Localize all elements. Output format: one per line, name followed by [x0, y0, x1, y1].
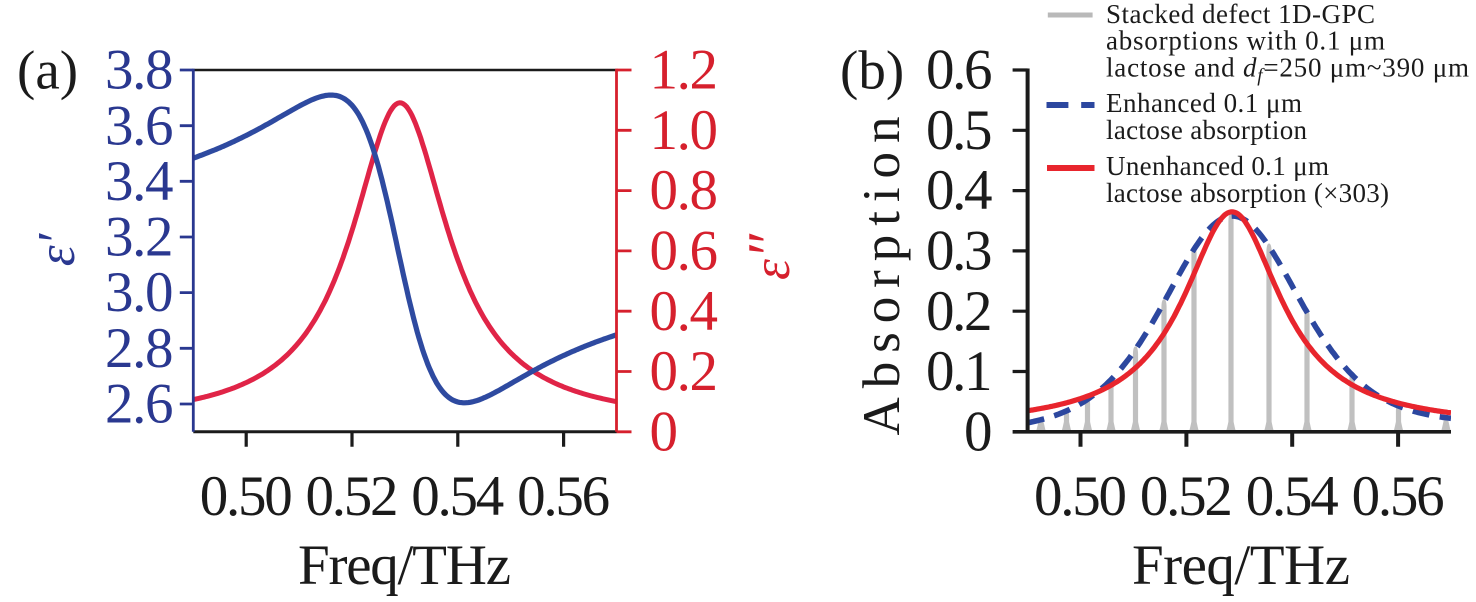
svg-text:0.50: 0.50: [1034, 465, 1127, 528]
svg-text:3.2: 3.2: [105, 206, 174, 269]
svg-text:0.56: 0.56: [517, 465, 610, 528]
svg-text:lactose absorption (×303): lactose absorption (×303): [1106, 178, 1389, 208]
svg-text:0.1: 0.1: [926, 340, 993, 403]
svg-text:0.50: 0.50: [200, 465, 293, 528]
svg-text:0.56: 0.56: [1352, 465, 1445, 528]
svg-text:0.8: 0.8: [650, 159, 719, 222]
svg-text:Unenhanced 0.1 μm: Unenhanced 0.1 μm: [1106, 151, 1329, 181]
svg-text:2.6: 2.6: [105, 373, 174, 436]
svg-text:0.4: 0.4: [650, 280, 719, 343]
svg-text:0.54: 0.54: [1246, 465, 1339, 528]
svg-text:0.52: 0.52: [306, 465, 399, 528]
svg-text:(a): (a): [17, 40, 78, 101]
svg-text:ε″: ε″: [736, 233, 802, 280]
svg-text:Freq/THz: Freq/THz: [1132, 534, 1350, 597]
svg-text:absorptions with 0.1 μm: absorptions with 0.1 μm: [1106, 26, 1385, 56]
svg-text:0.2: 0.2: [650, 340, 719, 403]
svg-text:0.3: 0.3: [926, 220, 993, 283]
svg-text:1.0: 1.0: [650, 99, 719, 162]
svg-text:Enhanced 0.1 μm: Enhanced 0.1 μm: [1106, 88, 1302, 118]
svg-text:0.52: 0.52: [1140, 465, 1233, 528]
svg-text:3.4: 3.4: [105, 150, 174, 213]
svg-text:0.2: 0.2: [926, 280, 993, 343]
svg-text:0: 0: [964, 400, 993, 463]
svg-text:0.6: 0.6: [650, 220, 719, 283]
svg-text:0: 0: [650, 400, 679, 463]
svg-text:Stacked defect 1D-GPC: Stacked defect 1D-GPC: [1106, 0, 1375, 29]
svg-text:2.8: 2.8: [105, 317, 174, 380]
svg-text:(b): (b): [840, 40, 904, 101]
svg-text:0.4: 0.4: [926, 159, 993, 222]
svg-text:ε′: ε′: [28, 232, 86, 266]
svg-text:3.6: 3.6: [105, 94, 174, 157]
svg-text:0.5: 0.5: [926, 99, 993, 162]
svg-text:1.2: 1.2: [650, 39, 719, 102]
svg-text:Freq/THz: Freq/THz: [298, 534, 511, 597]
svg-text:lactose absorption: lactose absorption: [1106, 115, 1308, 145]
svg-text:0.6: 0.6: [926, 39, 993, 102]
svg-text:Absorption: Absorption: [853, 117, 911, 436]
svg-text:0.54: 0.54: [411, 465, 504, 528]
svg-text:3.8: 3.8: [105, 39, 174, 102]
svg-text:lactose and df=250 μm~390 μm: lactose and df=250 μm~390 μm: [1106, 52, 1469, 86]
svg-text:3.0: 3.0: [105, 261, 174, 324]
